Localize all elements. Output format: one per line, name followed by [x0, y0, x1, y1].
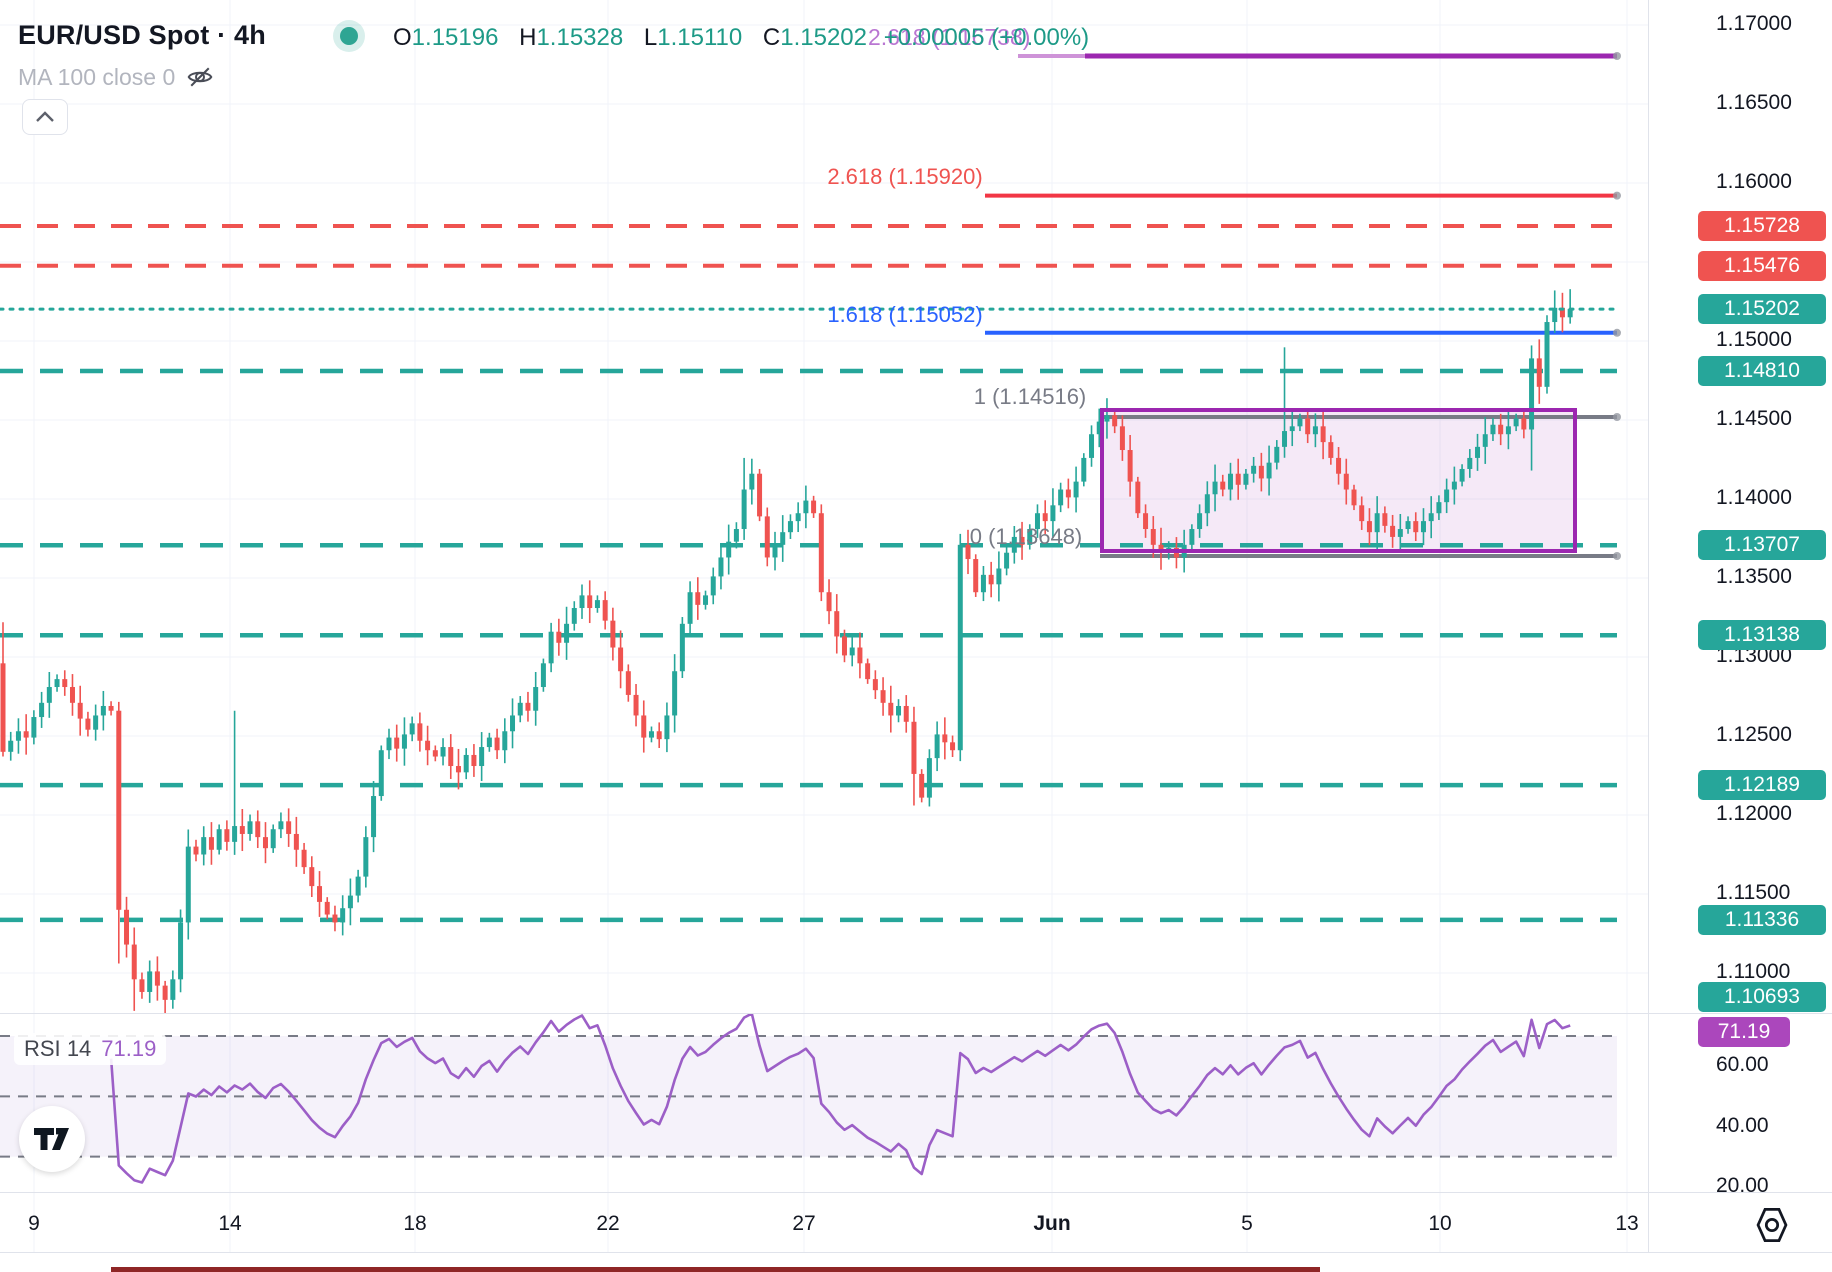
time-axis-label: Jun: [1033, 1212, 1071, 1235]
high-value: 1.15328: [536, 24, 624, 51]
price-level-badge: 1.13138: [1698, 620, 1826, 651]
price-axis-label: 1.11000: [1716, 960, 1791, 983]
tradingview-logo[interactable]: [19, 1106, 85, 1172]
time-axis-label: 27: [792, 1212, 816, 1235]
tradingview-logo-glyph: [34, 1128, 69, 1150]
rsi-axis-label: 60.00: [1716, 1053, 1769, 1077]
fib-level-label: 1.618 (1.15052): [827, 302, 983, 327]
ohlc-legend: O1.15196 H1.15328 L1.15110 C1.15202 +0.0…: [393, 24, 1089, 52]
price-level-badge: 1.15202: [1698, 294, 1826, 325]
candlestick-layer: [0, 289, 1573, 1013]
rsi-band: [0, 1036, 1617, 1157]
time-axis-label: 9: [28, 1212, 40, 1235]
open-value: 1.15196: [411, 24, 499, 51]
price-level-badge: 1.10693: [1698, 982, 1826, 1012]
time-axis-label: 18: [403, 1212, 427, 1235]
symbol-title[interactable]: EUR/USD Spot · 4h: [18, 20, 266, 50]
pane-separator-bottom: [0, 1192, 1832, 1193]
price-level-badge: 1.12189: [1698, 770, 1826, 801]
time-axis-label: 5: [1241, 1212, 1253, 1235]
change-value: +0.00005 (+0.00%): [883, 24, 1090, 51]
price-axis-label: 1.17000: [1716, 12, 1792, 35]
close-value: 1.15202: [780, 24, 868, 51]
rsi-name: RSI 14: [24, 1036, 92, 1061]
price-axis-label: 1.14000: [1716, 486, 1792, 509]
high-key: H: [519, 24, 537, 51]
fib-overlap-label: 2.618 (1.16738): [868, 24, 1031, 50]
range-box-border: [1100, 408, 1577, 553]
fib-level-label: 0 (1.13648): [969, 524, 1083, 549]
eye-slash-icon[interactable]: [185, 62, 215, 92]
indicator-row: MA 100 close 0: [18, 62, 215, 92]
low-key: L: [643, 24, 658, 51]
open-key: O: [393, 24, 412, 51]
rsi-value-badge: 71.19: [1698, 1017, 1790, 1048]
chevron-up-icon: [36, 111, 54, 122]
price-axis-label: 1.11500: [1716, 881, 1791, 904]
price-level-badge: 1.14810: [1698, 356, 1826, 387]
price-axis-label: 1.12000: [1716, 802, 1792, 825]
rsi-value: 71.19: [101, 1036, 157, 1061]
time-axis-label: 22: [596, 1212, 620, 1235]
gear-icon[interactable]: [1750, 1203, 1794, 1252]
price-level-badge: 1.15476: [1698, 250, 1826, 281]
pane-separator-top[interactable]: [0, 1013, 1832, 1014]
rsi-axis-label: 40.00: [1716, 1113, 1769, 1137]
rsi-layer: [109, 1014, 1571, 1184]
time-axis-label: 14: [218, 1212, 242, 1235]
replay-progress-strip[interactable]: [111, 1267, 1320, 1272]
rsi-axis-label: 20.00: [1716, 1173, 1769, 1197]
low-value: 1.15110: [657, 24, 743, 51]
price-axis-label: 1.15000: [1716, 328, 1792, 351]
price-level-badge: 1.15728: [1698, 210, 1826, 241]
price-axis-separator: [1648, 0, 1649, 1252]
indicator-label: MA 100 close 0: [18, 63, 176, 90]
price-axis-label: 1.13500: [1716, 565, 1792, 588]
market-status-dot[interactable]: [340, 27, 358, 45]
rsi-legend: RSI 14 71.19: [14, 1033, 167, 1065]
price-axis-label: 1.16500: [1716, 91, 1792, 114]
toolbar-separator: [0, 1252, 1832, 1253]
price-level-badge: 1.11336: [1698, 904, 1826, 935]
price-level-badge: 1.13707: [1698, 530, 1826, 561]
price-axis-label: 1.16000: [1716, 170, 1792, 193]
fib-level-label: 1 (1.14516): [973, 384, 1087, 409]
collapse-pane-button[interactable]: [22, 99, 68, 135]
time-axis-label: 13: [1615, 1212, 1639, 1235]
time-axis-label: 10: [1428, 1212, 1452, 1235]
price-axis-label: 1.12500: [1716, 723, 1792, 746]
close-key: C: [762, 24, 781, 51]
price-axis-label: 1.14500: [1716, 407, 1792, 430]
fib-level-label: 2.618 (1.15920): [827, 164, 983, 189]
